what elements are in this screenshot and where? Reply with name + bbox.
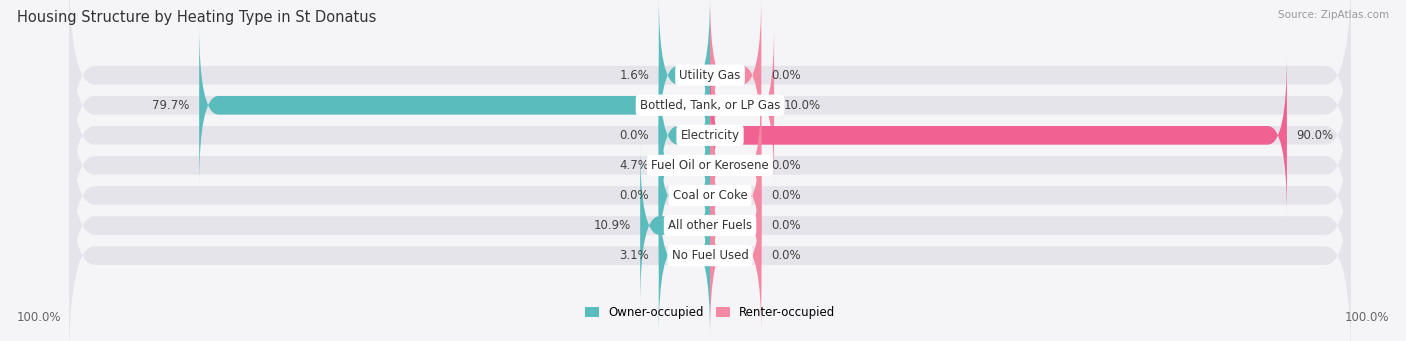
Text: 4.7%: 4.7% — [619, 159, 650, 172]
Text: 79.7%: 79.7% — [152, 99, 190, 112]
Text: 1.6%: 1.6% — [619, 69, 650, 82]
FancyBboxPatch shape — [69, 55, 1351, 276]
FancyBboxPatch shape — [710, 115, 761, 276]
Text: Housing Structure by Heating Type in St Donatus: Housing Structure by Heating Type in St … — [17, 10, 377, 25]
Text: Fuel Oil or Kerosene: Fuel Oil or Kerosene — [651, 159, 769, 172]
Text: 0.0%: 0.0% — [770, 219, 800, 232]
FancyBboxPatch shape — [659, 0, 710, 156]
Text: Utility Gas: Utility Gas — [679, 69, 741, 82]
FancyBboxPatch shape — [69, 145, 1351, 341]
FancyBboxPatch shape — [710, 85, 761, 246]
Text: Bottled, Tank, or LP Gas: Bottled, Tank, or LP Gas — [640, 99, 780, 112]
Text: 3.1%: 3.1% — [620, 249, 650, 262]
FancyBboxPatch shape — [710, 175, 761, 337]
FancyBboxPatch shape — [69, 115, 1351, 337]
Text: Source: ZipAtlas.com: Source: ZipAtlas.com — [1278, 10, 1389, 20]
Text: All other Fuels: All other Fuels — [668, 219, 752, 232]
Text: 0.0%: 0.0% — [770, 159, 800, 172]
FancyBboxPatch shape — [640, 145, 710, 306]
FancyBboxPatch shape — [659, 115, 710, 276]
FancyBboxPatch shape — [200, 25, 710, 186]
Text: No Fuel Used: No Fuel Used — [672, 249, 748, 262]
FancyBboxPatch shape — [69, 0, 1351, 216]
FancyBboxPatch shape — [69, 0, 1351, 186]
Text: 0.0%: 0.0% — [620, 189, 650, 202]
FancyBboxPatch shape — [659, 85, 710, 246]
FancyBboxPatch shape — [710, 55, 1286, 216]
FancyBboxPatch shape — [69, 85, 1351, 306]
Text: Electricity: Electricity — [681, 129, 740, 142]
FancyBboxPatch shape — [710, 25, 775, 186]
Text: 0.0%: 0.0% — [770, 189, 800, 202]
Text: 10.9%: 10.9% — [593, 219, 630, 232]
Text: 0.0%: 0.0% — [770, 249, 800, 262]
Text: 90.0%: 90.0% — [1296, 129, 1334, 142]
FancyBboxPatch shape — [69, 25, 1351, 246]
Text: 10.0%: 10.0% — [783, 99, 821, 112]
Text: 100.0%: 100.0% — [1344, 311, 1389, 324]
Text: Coal or Coke: Coal or Coke — [672, 189, 748, 202]
Text: 0.0%: 0.0% — [770, 69, 800, 82]
FancyBboxPatch shape — [659, 55, 710, 216]
Text: 0.0%: 0.0% — [620, 129, 650, 142]
Text: 100.0%: 100.0% — [17, 311, 62, 324]
FancyBboxPatch shape — [659, 175, 710, 337]
FancyBboxPatch shape — [710, 145, 761, 306]
FancyBboxPatch shape — [710, 0, 761, 156]
Legend: Owner-occupied, Renter-occupied: Owner-occupied, Renter-occupied — [579, 301, 841, 324]
